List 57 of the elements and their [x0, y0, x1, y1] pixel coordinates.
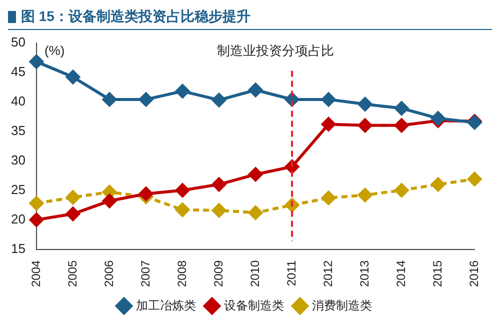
point: [138, 92, 154, 107]
point: [28, 212, 44, 228]
legend-label: 加工冶炼类: [136, 298, 196, 312]
point: [321, 190, 336, 206]
point: [358, 96, 373, 112]
y-tick-label: 45: [10, 64, 26, 79]
x-tick-label: 2012: [320, 260, 335, 288]
y-axis-title: (%): [44, 42, 65, 58]
chart-subtitle: 制造业投资分项占比: [217, 42, 334, 58]
point: [321, 116, 336, 132]
point: [430, 176, 446, 192]
point: [28, 196, 44, 211]
x-tick-label: 2014: [394, 260, 408, 288]
y-tick-label: 30: [10, 152, 26, 168]
y-tick-label: 35: [10, 122, 26, 138]
y-tick-label: 50: [10, 34, 26, 50]
point: [212, 176, 227, 192]
point: [321, 92, 336, 107]
y-tick-label: 25: [10, 182, 26, 197]
y-tick-label: 15: [10, 240, 26, 256]
y-tick-label: 40: [10, 93, 26, 108]
legend-label: 消费制造类: [312, 298, 372, 312]
point: [394, 100, 410, 116]
point: [175, 182, 190, 198]
x-tick-label: 2011: [284, 260, 298, 286]
point: [102, 92, 117, 107]
x-tick-label: 2013: [357, 260, 372, 288]
point: [394, 182, 410, 198]
x-tick-label: 2009: [211, 260, 226, 288]
x-tick-label: 2008: [174, 260, 189, 288]
x-tick-label: 2016: [466, 260, 481, 288]
point: [65, 70, 80, 85]
x-tick-label: 2015: [430, 260, 444, 288]
x-tick-label: 2004: [28, 260, 43, 288]
point: [212, 92, 227, 108]
point: [28, 54, 44, 70]
point: [175, 202, 190, 218]
chart-title: 图 15：设备制造类投资占比稳步提升: [21, 8, 250, 26]
point: [467, 172, 482, 187]
point: [102, 193, 117, 208]
x-tick-label: 2005: [65, 260, 80, 288]
point: [394, 118, 410, 133]
x-tick-label: 2007: [138, 260, 152, 288]
point: [248, 82, 264, 98]
point: [138, 186, 154, 202]
point: [358, 118, 373, 133]
x-tick-label: 2010: [248, 260, 262, 288]
point: [65, 190, 80, 205]
y-tick-label: 20: [10, 211, 26, 226]
point: [212, 202, 227, 218]
legend-label: 设备制造类: [224, 298, 284, 312]
x-tick-label: 2006: [102, 260, 116, 288]
point: [248, 205, 264, 220]
point: [358, 188, 373, 203]
point: [175, 84, 190, 99]
point: [248, 166, 264, 182]
point: [65, 206, 80, 222]
